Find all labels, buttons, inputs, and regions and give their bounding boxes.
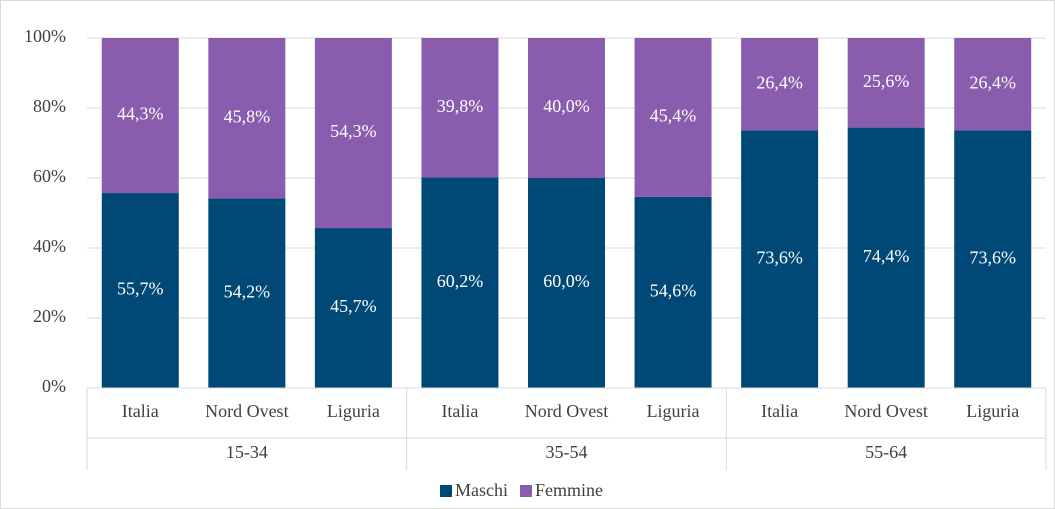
data-label: 73,6% bbox=[756, 247, 803, 267]
data-label: 74,4% bbox=[863, 246, 910, 266]
y-tick-label: 40% bbox=[33, 236, 66, 256]
bar-segment bbox=[314, 228, 392, 388]
data-label: 54,6% bbox=[650, 281, 697, 301]
data-label: 54,2% bbox=[224, 281, 271, 301]
y-tick-label: 0% bbox=[42, 376, 66, 396]
bar-segment bbox=[421, 177, 499, 388]
bar-segment bbox=[421, 38, 499, 178]
bar-segment bbox=[208, 38, 286, 199]
legend-swatch bbox=[520, 485, 532, 497]
data-label: 26,4% bbox=[756, 72, 803, 92]
legend-label: Femmine bbox=[535, 480, 603, 500]
y-tick-label: 80% bbox=[33, 96, 66, 116]
data-label: 26,4% bbox=[969, 72, 1016, 92]
group-label: 35-54 bbox=[546, 442, 588, 462]
data-label: 44,3% bbox=[117, 104, 164, 124]
bar-segment bbox=[634, 38, 712, 197]
x-tick-label: Liguria bbox=[966, 401, 1019, 421]
y-tick-label: 60% bbox=[33, 166, 66, 186]
x-tick-label: Italia bbox=[441, 401, 478, 421]
legend-label: Maschi bbox=[455, 480, 508, 500]
data-label: 60,0% bbox=[543, 271, 590, 291]
legend-swatch bbox=[440, 485, 452, 497]
bar-segment bbox=[741, 130, 819, 388]
data-label: 45,8% bbox=[224, 106, 271, 126]
bar-segment bbox=[954, 130, 1032, 388]
group-label: 15-34 bbox=[226, 442, 268, 462]
group-label: 55-64 bbox=[865, 442, 907, 462]
bar-segment bbox=[528, 38, 605, 178]
bar-segment bbox=[847, 38, 925, 128]
bar-segment bbox=[634, 196, 712, 388]
data-label: 39,8% bbox=[437, 96, 484, 116]
data-label: 55,7% bbox=[117, 279, 164, 299]
x-tick-label: Liguria bbox=[647, 401, 700, 421]
data-label: 45,7% bbox=[330, 296, 377, 316]
bar-segment bbox=[954, 38, 1032, 131]
x-tick-label: Nord Ovest bbox=[525, 401, 609, 421]
y-tick-label: 20% bbox=[33, 306, 66, 326]
bar-segment bbox=[101, 38, 179, 194]
bar-segment bbox=[208, 198, 286, 388]
x-tick-label: Italia bbox=[122, 401, 159, 421]
bar-segment bbox=[528, 178, 605, 388]
data-label: 25,6% bbox=[863, 71, 910, 91]
bar-segment bbox=[314, 38, 392, 229]
bar-segment bbox=[741, 38, 819, 131]
x-tick-label: Nord Ovest bbox=[844, 401, 928, 421]
data-label: 45,4% bbox=[650, 106, 697, 126]
x-tick-label: Nord Ovest bbox=[205, 401, 289, 421]
x-tick-label: Italia bbox=[761, 401, 798, 421]
data-label: 54,3% bbox=[330, 121, 377, 141]
bar-segment bbox=[847, 127, 925, 388]
bar-segment bbox=[101, 193, 179, 388]
data-label: 40,0% bbox=[543, 96, 590, 116]
data-label: 60,2% bbox=[437, 271, 484, 291]
x-tick-label: Liguria bbox=[327, 401, 380, 421]
y-tick-label: 100% bbox=[24, 26, 66, 46]
data-label: 73,6% bbox=[969, 247, 1016, 267]
